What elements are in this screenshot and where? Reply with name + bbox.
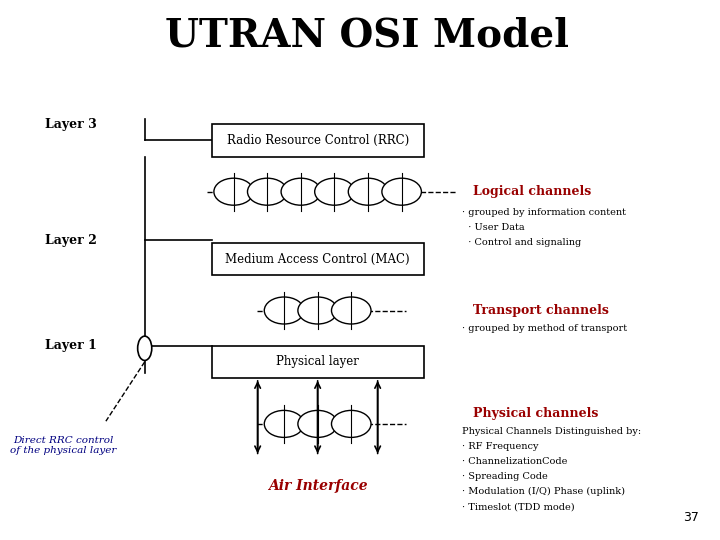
Ellipse shape — [348, 178, 388, 205]
Ellipse shape — [331, 410, 371, 437]
Ellipse shape — [281, 178, 320, 205]
Ellipse shape — [264, 297, 304, 324]
Text: Radio Resource Control (RRC): Radio Resource Control (RRC) — [227, 134, 409, 147]
Ellipse shape — [298, 410, 338, 437]
Text: Layer 1: Layer 1 — [45, 339, 96, 352]
Ellipse shape — [248, 178, 287, 205]
Text: Air Interface: Air Interface — [268, 479, 367, 493]
Ellipse shape — [382, 178, 421, 205]
FancyBboxPatch shape — [212, 243, 423, 275]
Text: Physical layer: Physical layer — [276, 355, 359, 368]
Ellipse shape — [298, 297, 338, 324]
Text: · RF Frequency: · RF Frequency — [462, 442, 539, 451]
Text: Transport channels: Transport channels — [473, 304, 609, 317]
Ellipse shape — [331, 297, 371, 324]
Text: · Timeslot (TDD mode): · Timeslot (TDD mode) — [462, 502, 575, 511]
Ellipse shape — [264, 410, 304, 437]
FancyBboxPatch shape — [212, 124, 423, 157]
Ellipse shape — [138, 336, 152, 361]
Text: 37: 37 — [683, 511, 699, 524]
Ellipse shape — [315, 178, 354, 205]
Ellipse shape — [214, 178, 253, 205]
Text: Physical Channels Distinguished by:: Physical Channels Distinguished by: — [462, 427, 642, 436]
Text: Layer 2: Layer 2 — [45, 234, 96, 247]
Text: Layer 3: Layer 3 — [45, 118, 96, 131]
Text: · grouped by information content: · grouped by information content — [462, 208, 626, 217]
Text: · ChannelizationCode: · ChannelizationCode — [462, 457, 568, 466]
Text: Logical channels: Logical channels — [473, 185, 591, 198]
Text: · Modulation (I/Q) Phase (uplink): · Modulation (I/Q) Phase (uplink) — [462, 487, 626, 496]
Text: · Spreading Code: · Spreading Code — [462, 472, 548, 481]
Text: · User Data: · User Data — [462, 223, 525, 232]
Text: Medium Access Control (MAC): Medium Access Control (MAC) — [225, 253, 410, 266]
Text: · grouped by method of transport: · grouped by method of transport — [462, 324, 628, 333]
Text: Physical channels: Physical channels — [473, 407, 598, 420]
Text: Direct RRC control
of the physical layer: Direct RRC control of the physical layer — [10, 436, 117, 455]
FancyBboxPatch shape — [212, 346, 423, 378]
Text: UTRAN OSI Model: UTRAN OSI Model — [165, 16, 569, 54]
Text: · Control and signaling: · Control and signaling — [462, 238, 582, 247]
